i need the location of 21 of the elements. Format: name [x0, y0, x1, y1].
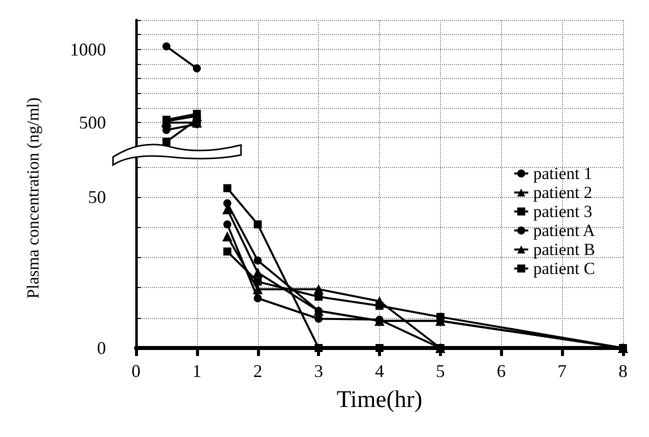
- x-tick-label: 2: [253, 361, 262, 381]
- x-tick-label: 5: [436, 361, 445, 381]
- legend-label: patient 3: [533, 202, 592, 221]
- x-tick-label: 3: [314, 361, 324, 381]
- x-tick-label: 0: [132, 361, 140, 381]
- y-tick-label: 0: [97, 338, 106, 358]
- y-tick-label: 1000: [70, 39, 106, 60]
- legend-label: patient C: [533, 259, 596, 278]
- y-axis-title: Plasma concentration (ng/ml): [24, 97, 44, 299]
- legend-label: patient 2: [533, 183, 592, 202]
- y-tick-label: 500: [79, 112, 106, 133]
- x-tick-label: 1: [192, 361, 202, 381]
- y-tick-label: 50: [88, 187, 106, 208]
- legend-label: patient B: [533, 240, 596, 259]
- x-tick-label: 7: [558, 361, 567, 381]
- x-tick-label: 4: [375, 361, 384, 381]
- legend-label: patient A: [533, 221, 596, 240]
- x-tick-label: 8: [618, 361, 628, 381]
- x-axis-title: Time(hr): [336, 387, 422, 413]
- legend-label: patient 1: [533, 164, 592, 183]
- x-tick-label: 6: [496, 361, 506, 381]
